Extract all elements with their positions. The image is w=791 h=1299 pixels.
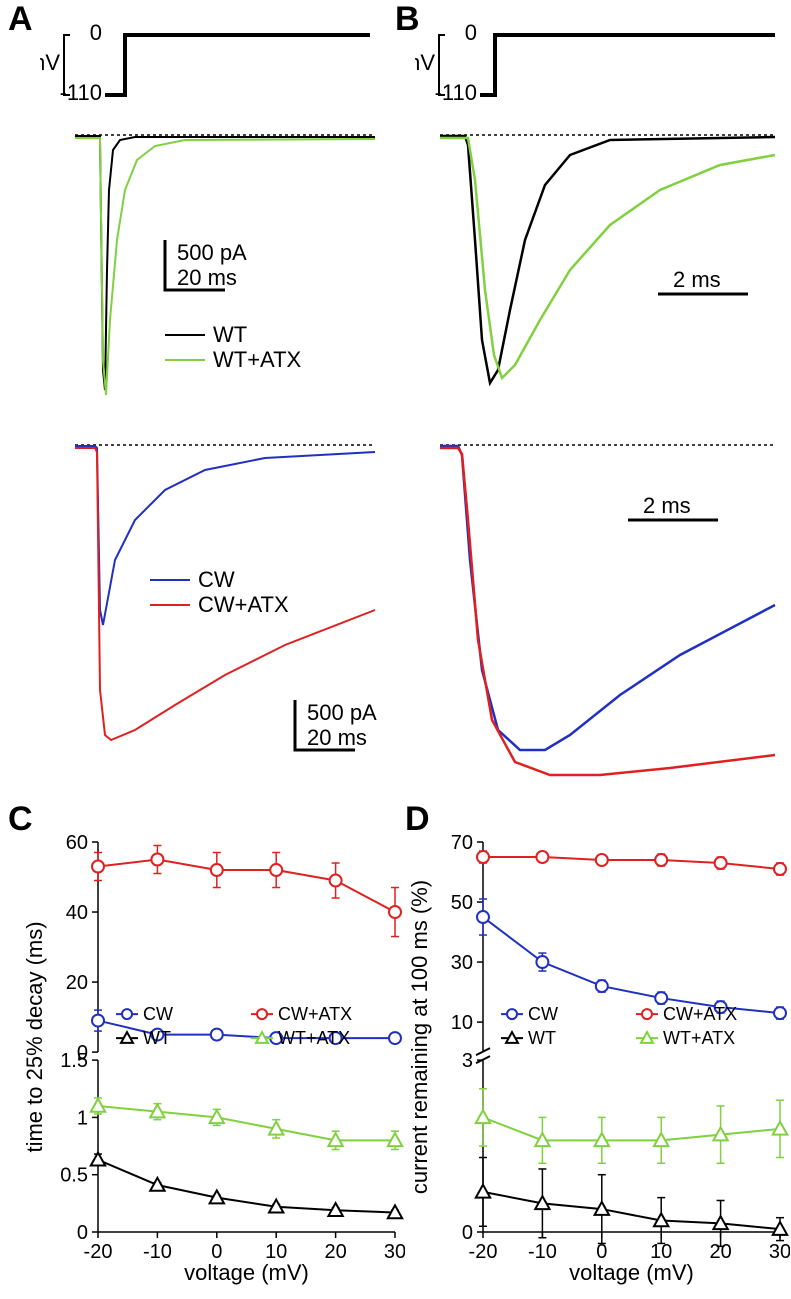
svg-text:-20: -20 (84, 1241, 113, 1263)
svg-text:time to 25% decay (ms): time to 25% decay (ms) (22, 921, 47, 1152)
v1-label: -110 (60, 80, 102, 105)
scalebar-b-bot: 2 ms (643, 493, 691, 518)
trace-wt (440, 136, 775, 383)
svg-text:0.5: 0.5 (60, 1165, 88, 1187)
svg-text:50: 50 (451, 892, 473, 914)
svg-text:20: 20 (324, 1241, 346, 1263)
scalebar-h: 20 ms (177, 265, 237, 290)
scalebar-b-top: 2 ms (673, 267, 721, 292)
svg-text:1: 1 (77, 1107, 88, 1129)
trace-wt-atx (440, 138, 775, 378)
panel-c-chart: 020406000.511.5-20-100102030voltage (mV)… (20, 832, 405, 1292)
legend-wt: WT (213, 322, 247, 347)
svg-text:WT: WT (143, 1028, 171, 1048)
svg-text:3: 3 (462, 1050, 473, 1072)
legend-cw-atx: CW+ATX (198, 592, 289, 617)
svg-text:CW+ATX: CW+ATX (663, 1004, 737, 1024)
svg-text:CW: CW (528, 1004, 558, 1024)
panel-b-bottom-traces: 2 ms (420, 430, 790, 790)
svg-text:30: 30 (769, 1241, 790, 1263)
svg-text:40: 40 (66, 902, 88, 924)
svg-text:CW+ATX: CW+ATX (278, 1004, 352, 1024)
scalebar-v: 500 pA (307, 700, 377, 725)
svg-text:10: 10 (451, 1012, 473, 1034)
legend-wt-atx: WT+ATX (213, 347, 302, 372)
v0-label: 0 (90, 20, 102, 45)
legend-cw: CW (198, 567, 235, 592)
panel-a-protocol: mV 0 -110 (40, 20, 380, 110)
panel-d-chart: 1030507003-20-100102030voltage (mV)curre… (405, 832, 790, 1292)
svg-text:60: 60 (66, 832, 88, 854)
panel-a-bottom-traces: CW CW+ATX 500 pA 20 ms (45, 430, 385, 785)
svg-text:-10: -10 (528, 1241, 557, 1263)
svg-text:30: 30 (451, 952, 473, 974)
mv-label: mV (40, 50, 60, 75)
svg-text:-20: -20 (469, 1241, 498, 1263)
svg-text:voltage (mV): voltage (mV) (569, 1260, 694, 1285)
v1-label: -110 (435, 80, 477, 105)
svg-text:CW: CW (143, 1004, 173, 1024)
svg-text:voltage (mV): voltage (mV) (184, 1260, 309, 1285)
v0-label: 0 (465, 20, 477, 45)
trace-cw-atx (440, 448, 775, 775)
panel-label-a: A (8, 0, 33, 39)
panel-a-top-traces: 500 pA 20 ms WT WT+ATX (45, 120, 385, 410)
svg-text:30: 30 (384, 1241, 405, 1263)
panel-b-top-traces: 2 ms (420, 120, 790, 410)
svg-text:WT+ATX: WT+ATX (663, 1028, 735, 1048)
svg-text:-10: -10 (143, 1241, 172, 1263)
mv-label: mV (415, 50, 435, 75)
svg-text:20: 20 (66, 972, 88, 994)
svg-text:WT+ATX: WT+ATX (278, 1028, 350, 1048)
scalebar-v: 500 pA (177, 240, 247, 265)
scalebar-h: 20 ms (307, 725, 367, 750)
panel-b-protocol: mV 0 -110 (415, 20, 785, 110)
svg-text:WT: WT (528, 1028, 556, 1048)
svg-text:current remaining at 100 ms (%: current remaining at 100 ms (%) (407, 880, 432, 1194)
svg-text:1.5: 1.5 (60, 1050, 88, 1072)
svg-text:70: 70 (451, 832, 473, 854)
